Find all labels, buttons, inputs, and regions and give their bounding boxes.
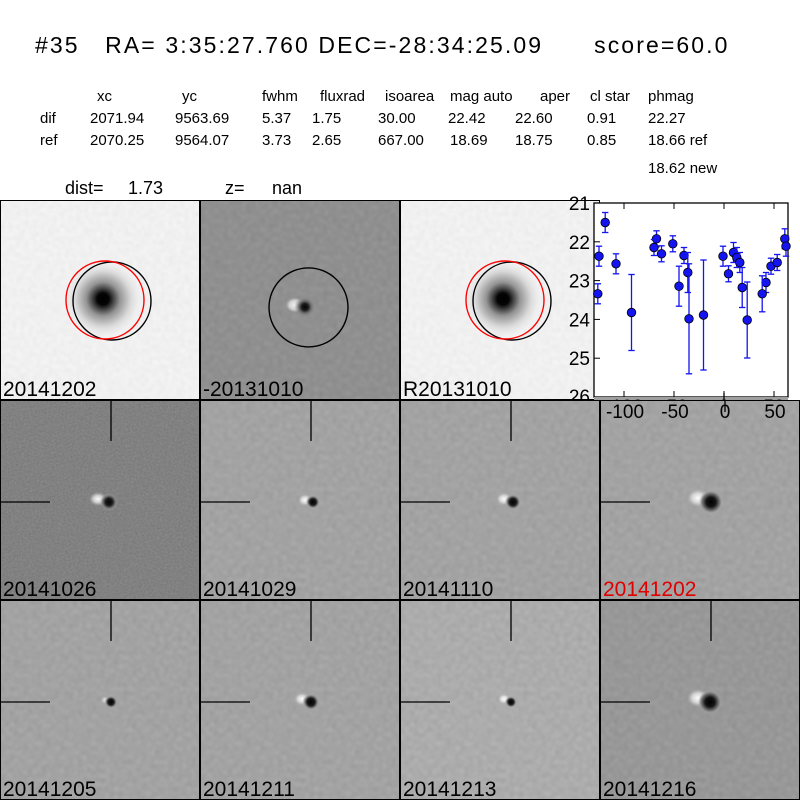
svg-text:-50: -50 <box>661 402 688 423</box>
svg-text:-100: -100 <box>606 402 644 423</box>
svg-text:23: 23 <box>569 272 590 293</box>
svg-text:25: 25 <box>569 349 590 370</box>
svg-text:21: 21 <box>569 194 590 215</box>
svg-text:50: 50 <box>764 402 785 423</box>
svg-text:0: 0 <box>720 402 731 423</box>
svg-text:24: 24 <box>569 310 591 331</box>
svg-text:22: 22 <box>569 233 590 254</box>
